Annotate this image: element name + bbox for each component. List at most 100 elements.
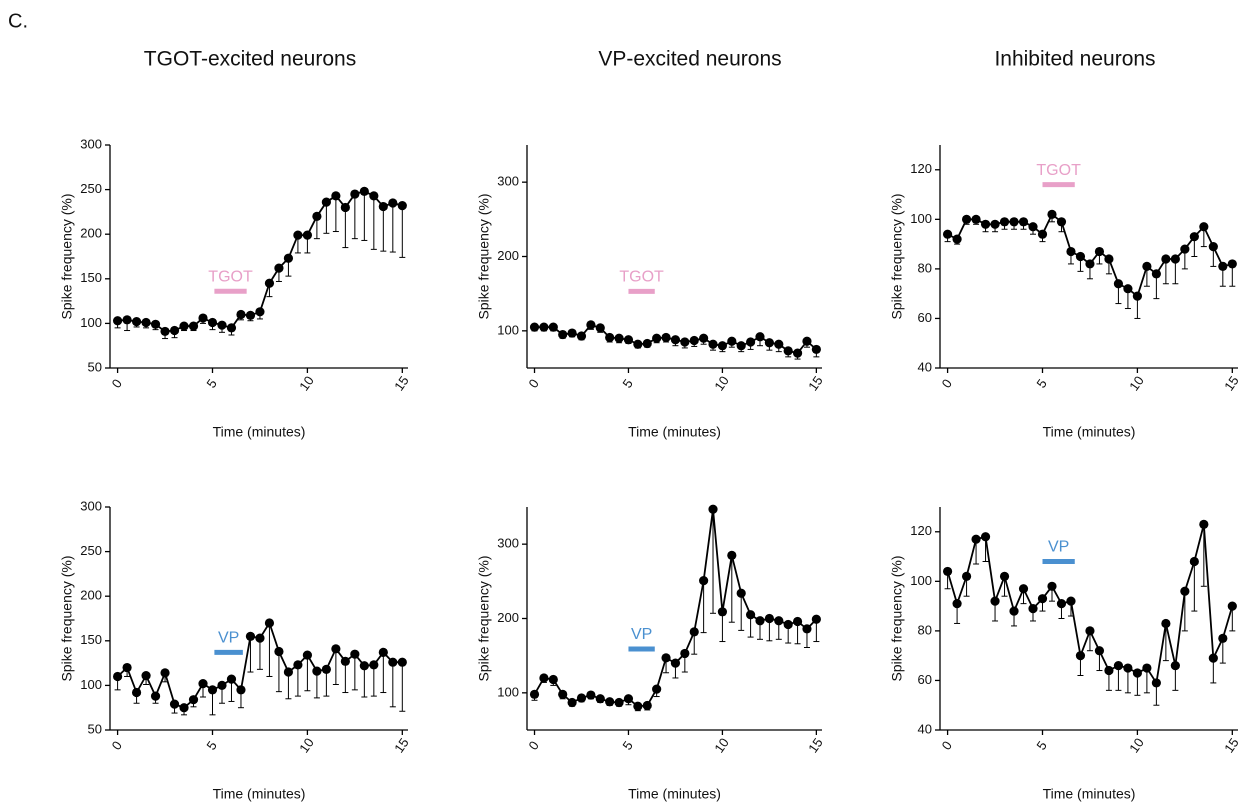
- data-point: [122, 662, 132, 673]
- data-point: [942, 229, 953, 239]
- data-point: [1199, 519, 1209, 529]
- column-title: VP-excited neurons: [598, 48, 781, 71]
- data-point: [529, 322, 540, 332]
- data-point: [1066, 246, 1076, 257]
- column-title: TGOT-excited neurons: [144, 48, 356, 71]
- data-point: [236, 309, 246, 320]
- data-point: [680, 337, 690, 347]
- data-point: [811, 344, 821, 355]
- x-axis-label: Time (minutes): [1043, 786, 1136, 802]
- data-point: [614, 697, 624, 708]
- data-point: [1189, 232, 1199, 242]
- data-point: [652, 333, 662, 343]
- x-axis-label: Time (minutes): [628, 424, 721, 440]
- data-point: [1085, 259, 1095, 269]
- data-point: [226, 323, 237, 333]
- panel-label: C.: [8, 10, 28, 32]
- data-point: [369, 660, 379, 670]
- data-point: [980, 532, 991, 542]
- data-point: [141, 670, 151, 681]
- y-axis-label: Spike frequency (%): [889, 193, 905, 319]
- data-point: [595, 323, 605, 333]
- y-tick-label: 120: [910, 161, 932, 176]
- x-tick-label: 10: [296, 735, 317, 755]
- data-point: [971, 214, 981, 224]
- x-tick-label: 5: [619, 376, 635, 391]
- data-point: [1056, 599, 1067, 609]
- drug-label: TGOT: [208, 269, 253, 286]
- data-point: [1047, 209, 1057, 219]
- data-point: [302, 650, 313, 660]
- y-tick-label: 200: [80, 226, 102, 241]
- y-tick-label: 300: [80, 498, 102, 513]
- x-tick-label: 10: [1126, 373, 1147, 393]
- data-point: [1189, 556, 1199, 567]
- data-point: [1142, 261, 1152, 272]
- data-point: [198, 679, 208, 689]
- data-point: [952, 599, 962, 609]
- data-point: [179, 703, 189, 713]
- x-tick-label: 10: [296, 373, 317, 393]
- data-point: [1142, 663, 1152, 673]
- data-point: [1132, 668, 1143, 678]
- data-point: [245, 631, 256, 641]
- data-point: [131, 317, 142, 327]
- data-point: [264, 278, 275, 288]
- data-point: [961, 571, 972, 581]
- y-tick-label: 200: [80, 588, 102, 603]
- y-tick-label: 100: [910, 211, 932, 226]
- data-point: [283, 253, 294, 263]
- data-point: [1113, 279, 1124, 289]
- x-axis-label: Time (minutes): [628, 786, 721, 802]
- x-axis-label: Time (minutes): [213, 786, 306, 802]
- data-point: [529, 689, 540, 699]
- y-axis-label: Spike frequency (%): [476, 193, 492, 319]
- data-point: [1132, 291, 1143, 301]
- data-point: [1218, 261, 1228, 272]
- y-tick-label: 100: [497, 684, 519, 699]
- data-point: [321, 664, 331, 674]
- data-point: [245, 310, 256, 320]
- y-tick-label: 100: [80, 677, 102, 692]
- data-point: [340, 202, 350, 213]
- data-point: [717, 607, 728, 617]
- data-point: [764, 613, 774, 624]
- data-point: [680, 648, 690, 659]
- y-tick-label: 80: [918, 622, 932, 637]
- data-point: [112, 671, 123, 682]
- data-point: [1113, 660, 1124, 671]
- data-point: [331, 644, 341, 654]
- y-axis-label: Spike frequency (%): [889, 555, 905, 681]
- data-point: [1199, 222, 1209, 232]
- data-point: [226, 674, 237, 684]
- data-point: [264, 618, 275, 628]
- data-point: [1170, 660, 1180, 671]
- data-point: [397, 657, 407, 667]
- x-tick-label: 0: [525, 376, 541, 391]
- data-point: [689, 335, 699, 346]
- data-point: [1227, 601, 1237, 611]
- data-point: [312, 666, 322, 676]
- data-point: [1104, 254, 1114, 264]
- y-tick-label: 100: [910, 573, 932, 588]
- x-tick-label: 15: [1221, 735, 1242, 755]
- data-point: [293, 660, 303, 670]
- data-point: [999, 571, 1010, 581]
- drug-label: VP: [631, 626, 652, 643]
- data-point: [548, 322, 558, 332]
- data-point: [1028, 222, 1038, 232]
- data-point: [971, 534, 981, 544]
- data-point: [331, 191, 341, 201]
- y-tick-label: 150: [80, 270, 102, 285]
- data-point: [1104, 665, 1114, 676]
- data-point: [198, 313, 208, 323]
- y-tick-label: 200: [497, 610, 519, 625]
- data-point: [378, 647, 388, 657]
- data-point: [708, 504, 718, 514]
- data-point: [774, 339, 784, 349]
- data-point: [567, 328, 577, 338]
- y-tick-label: 60: [918, 672, 932, 687]
- data-point: [1037, 594, 1048, 604]
- x-tick-label: 5: [1033, 376, 1049, 391]
